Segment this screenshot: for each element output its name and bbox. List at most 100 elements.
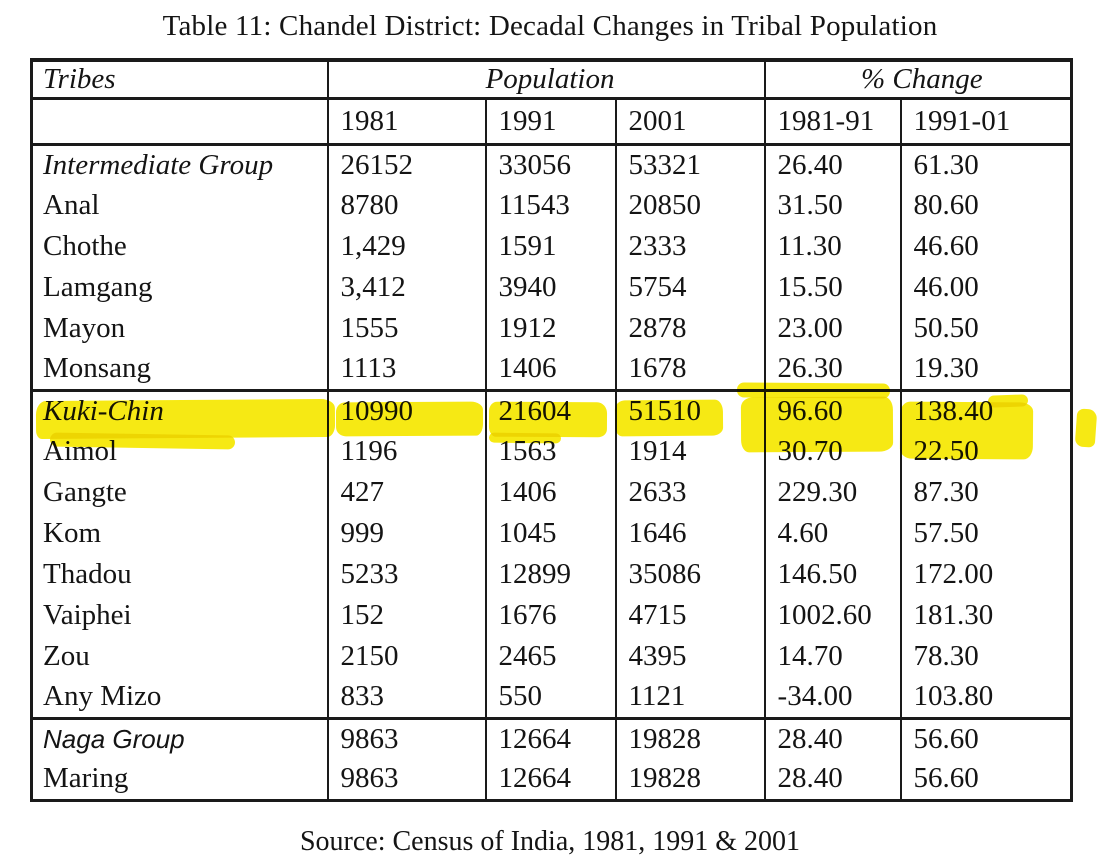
value-cell: 28.40 [763,718,901,759]
header-tribes: Tribes [31,60,328,100]
value-cell: 2150 [326,636,486,677]
value-cell: 26152 [326,144,486,185]
value-cell: 33056 [484,144,616,185]
table-row: Kuki-Chin 10990 21604 51510 96.60 138.40 [32,390,1072,431]
value-cell: 833 [326,677,486,720]
value-cell: 229.30 [763,472,901,513]
value-cell: 10990 [326,390,486,431]
value-cell: 1002.60 [763,595,901,636]
value-cell: 1555 [326,308,486,349]
value-cell: 53321 [614,144,765,185]
table-row: Anal 8780 11543 20850 31.50 80.60 [32,185,1072,226]
value-cell: 26.30 [763,349,901,392]
value-cell: 4.60 [763,513,901,554]
value-cell: 96.60 [763,390,901,431]
value-cell: 12664 [484,759,616,800]
value-cell: 1121 [614,677,765,720]
value-cell: 181.30 [899,595,1072,636]
value-cell: 2333 [614,226,765,267]
value-cell: 12664 [484,718,616,759]
tribe-name-cell: Anal [43,189,100,221]
header-population: Population [326,60,765,100]
value-cell: 9863 [326,759,486,800]
table-row: Monsang 1113 1406 1678 26.30 19.30 [31,349,1072,392]
value-cell: 19.30 [899,349,1072,392]
source-note: Source: Census of India, 1981, 1991 & 20… [299,826,801,857]
tribal-population-table: Tribes Population % Change 1981 1991 200… [30,58,1074,802]
value-cell: 56.60 [899,759,1072,800]
value-cell: 8780 [326,185,486,226]
tribe-name-cell: Maring [43,762,129,795]
header-pct-change: % Change [763,60,1072,100]
value-cell: 30.70 [763,431,901,472]
value-cell: 4715 [614,595,765,636]
value-cell: 1113 [326,349,486,392]
table-row: Any Mizo 833 550 1121 -34.00 103.80 [31,677,1072,720]
value-cell: 1678 [614,349,765,392]
value-cell: 550 [484,677,616,720]
tribe-name-cell: Aimol [43,435,118,467]
table-row: Maring 9863 12664 19828 28.40 56.60 [32,759,1072,800]
table-row: Zou 2150 2465 4395 14.70 78.30 [32,636,1072,677]
value-cell: 4395 [614,636,765,677]
table-row: Naga Group 9863 12664 19828 28.40 56.60 [32,718,1072,759]
value-cell: 427 [326,472,486,513]
header-change-1991-01: 1991-01 [899,98,1072,146]
value-cell: 51510 [614,390,765,431]
header-change-1981-91: 1981-91 [763,98,901,146]
table-row: Gangte 427 1406 2633 229.30 87.30 [32,472,1072,513]
value-cell: -34.00 [763,677,901,720]
value-cell: 1406 [484,349,616,392]
header-year-1981: 1981 [326,98,486,146]
value-cell: 1914 [614,431,765,472]
value-cell: 1591 [484,226,616,267]
value-cell: 5233 [326,554,486,595]
tribe-name-cell: Vaiphei [43,599,132,631]
table-row: Lamgang 3,412 3940 5754 15.50 46.00 [32,267,1072,308]
value-cell: 56.60 [899,718,1072,759]
tribe-name-cell: Naga Group [43,723,185,754]
value-cell: 19828 [614,759,765,800]
value-cell: 1676 [484,595,616,636]
tribe-name-cell: Thadou [43,558,132,590]
value-cell: 28.40 [763,759,901,800]
value-cell: 12899 [484,554,616,595]
value-cell: 14.70 [763,636,901,677]
value-cell: 31.50 [763,185,901,226]
tribe-name-cell: Intermediate Group [43,148,274,181]
highlighter-stroke-right-margin [1074,408,1098,448]
value-cell: 19828 [614,718,765,759]
table-row: Vaiphei 152 1676 4715 1002.60 181.30 [32,595,1072,636]
value-cell: 5754 [614,267,765,308]
value-cell: 2878 [614,308,765,349]
value-cell: 1406 [484,472,616,513]
value-cell: 3,412 [326,267,486,308]
value-cell: 21604 [484,390,616,431]
value-cell: 138.40 [899,390,1072,431]
value-cell: 15.50 [763,267,901,308]
value-cell: 11.30 [763,226,901,267]
value-cell: 50.50 [899,308,1072,349]
table-row: Thadou 5233 12899 35086 146.50 172.00 [32,554,1072,595]
value-cell: 172.00 [899,554,1072,595]
header-year-row: 1981 1991 2001 1981-91 1991-01 [31,98,1072,146]
value-cell: 57.50 [899,513,1072,554]
tribe-name-cell: Monsang [31,349,328,392]
tribe-name-cell: Gangte [43,476,127,508]
value-cell: 20850 [614,185,765,226]
header-year-2001: 2001 [614,98,765,146]
value-cell: 78.30 [899,636,1072,677]
value-cell: 146.50 [763,554,901,595]
value-cell: 46.00 [899,267,1072,308]
tribe-name-cell: Zou [43,640,90,672]
value-cell: 23.00 [763,308,901,349]
value-cell: 1,429 [326,226,486,267]
value-cell: 2465 [484,636,616,677]
value-cell: 61.30 [899,144,1072,185]
value-cell: 22.50 [899,431,1072,472]
table-row: Chothe 1,429 1591 2333 11.30 46.60 [32,226,1072,267]
value-cell: 26.40 [763,144,901,185]
table-title: Table 11: Chandel District: Decadal Chan… [162,10,938,42]
value-cell: 46.60 [899,226,1072,267]
table-row: Mayon 1555 1912 2878 23.00 50.50 [32,308,1072,349]
